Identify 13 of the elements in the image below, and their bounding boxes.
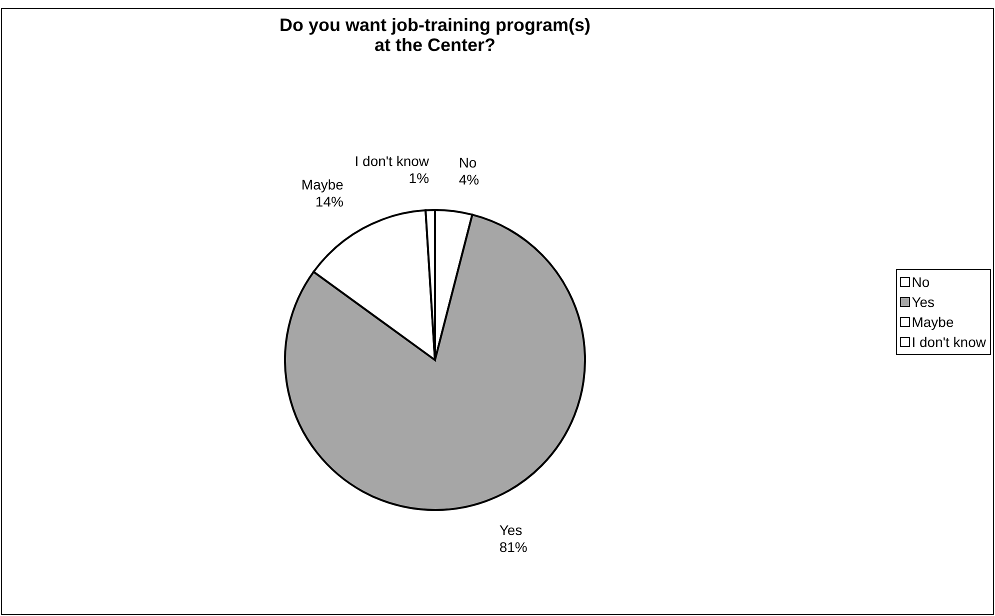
slice-label: Maybe <box>301 176 344 192</box>
legend-label: No <box>912 272 930 292</box>
legend-label: Maybe <box>912 312 954 332</box>
legend-label: I don't know <box>912 332 986 352</box>
slice-label: Yes <box>499 522 522 538</box>
data-label: 1% <box>408 170 430 186</box>
legend-label: Yes <box>912 292 935 312</box>
chart-title: Do you want job-training program(s) at the Center? <box>278 15 592 55</box>
data-label: 14% <box>315 194 344 210</box>
slice-label: I don't know <box>354 153 430 170</box>
data-label: 81% <box>499 538 528 555</box>
data-label: 4% <box>458 172 480 188</box>
slice-label: No <box>458 154 477 170</box>
